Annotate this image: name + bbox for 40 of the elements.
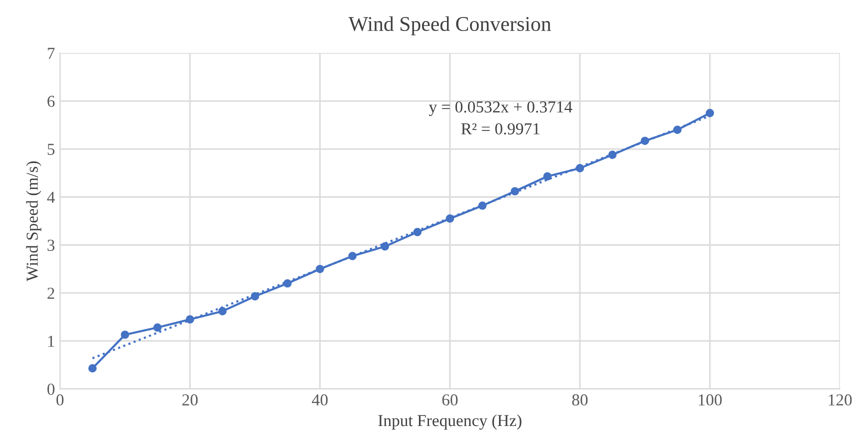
point [153, 323, 162, 332]
x-tick-label: 20 [182, 394, 198, 406]
y-axis-title: Wind Speed (m/s) [26, 161, 42, 282]
y-tick-label: 6 [48, 96, 55, 107]
annotation: R² = 0.9971 [461, 123, 540, 135]
point [120, 330, 130, 339]
y-tick-label: 2 [48, 288, 54, 299]
point [706, 108, 714, 118]
y-tick-label: 4 [47, 192, 55, 203]
point [218, 307, 227, 316]
point [348, 252, 357, 260]
chart-title: Wind Speed Conversion [348, 16, 552, 36]
point [88, 364, 97, 372]
point [640, 136, 650, 146]
point [478, 201, 487, 210]
x-tick-label: 80 [572, 394, 588, 406]
x-tick-label: 120 [828, 394, 852, 406]
point [316, 264, 324, 274]
x-axis-title: Input Frequency (Hz) [378, 414, 522, 430]
point [283, 279, 292, 288]
x-tick-label: 100 [698, 394, 722, 406]
point [186, 315, 194, 324]
y-tick-label: 0 [47, 384, 54, 395]
y-tick-label: 7 [48, 48, 55, 59]
point [250, 292, 260, 301]
y-tick-label: 3 [48, 240, 54, 251]
point [576, 164, 584, 172]
x-tick-label: 60 [442, 394, 458, 406]
x-tick-label: 40 [312, 394, 328, 406]
point [510, 187, 520, 196]
point [380, 242, 390, 251]
annotation: y = 0.0532x + 0.3714 [428, 101, 572, 116]
point [413, 228, 422, 236]
point [673, 126, 682, 134]
y-tick-label: 5 [48, 144, 54, 155]
point [446, 214, 454, 223]
point [543, 172, 552, 181]
x-tick-label: 0 [56, 394, 64, 406]
point [608, 150, 617, 159]
y-tick-label: 1 [48, 336, 54, 347]
